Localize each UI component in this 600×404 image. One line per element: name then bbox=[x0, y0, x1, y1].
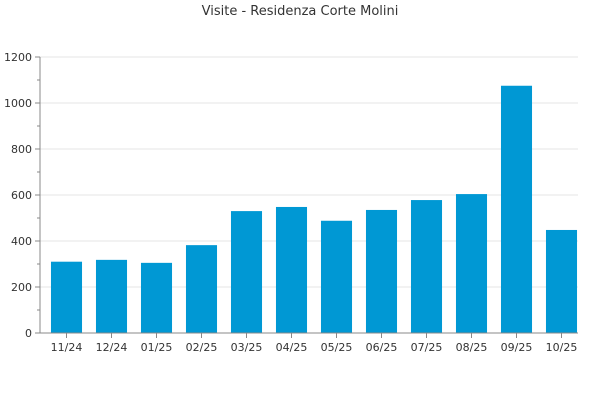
bar bbox=[320, 220, 353, 333]
bar bbox=[185, 245, 218, 333]
x-tick-label: 09/25 bbox=[501, 341, 533, 354]
x-tick-label: 02/25 bbox=[186, 341, 218, 354]
x-tick-label: 05/25 bbox=[321, 341, 353, 354]
bar bbox=[50, 261, 83, 333]
axes bbox=[35, 56, 578, 338]
y-tick-label: 600 bbox=[11, 189, 32, 202]
x-tick-label: 08/25 bbox=[456, 341, 488, 354]
x-tick-label: 12/24 bbox=[96, 341, 128, 354]
y-tick-labels: 0 200 400 600 800 1000 1200 bbox=[4, 51, 32, 340]
bar bbox=[230, 211, 263, 333]
x-tick-label: 06/25 bbox=[366, 341, 398, 354]
y-tick-label: 400 bbox=[11, 235, 32, 248]
y-tick-label: 200 bbox=[11, 281, 32, 294]
x-tick-label: 11/24 bbox=[51, 341, 83, 354]
y-tick-label: 1000 bbox=[4, 97, 32, 110]
bar bbox=[275, 206, 308, 333]
x-tick-label: 10/25 bbox=[546, 341, 578, 354]
y-tick-label: 800 bbox=[11, 143, 32, 156]
bar bbox=[545, 229, 578, 333]
bar bbox=[365, 209, 398, 333]
bar bbox=[500, 85, 533, 333]
y-tick-label: 1200 bbox=[4, 51, 32, 64]
y-tick-label: 0 bbox=[25, 327, 32, 340]
x-tick-label: 07/25 bbox=[411, 341, 443, 354]
chart-title: Visite - Residenza Corte Molini bbox=[201, 4, 399, 19]
grid-lines bbox=[40, 56, 578, 288]
bar bbox=[410, 200, 443, 333]
bar bbox=[140, 262, 173, 333]
x-tick-label: 04/25 bbox=[276, 341, 308, 354]
x-tick-label: 03/25 bbox=[231, 341, 263, 354]
x-tick-labels: 11/24 12/24 01/25 02/25 03/25 04/25 05/25 06/25… bbox=[51, 341, 578, 354]
bar bbox=[95, 259, 128, 333]
x-tick-label: 01/25 bbox=[141, 341, 173, 354]
bar bbox=[455, 194, 488, 333]
bars bbox=[50, 85, 578, 333]
